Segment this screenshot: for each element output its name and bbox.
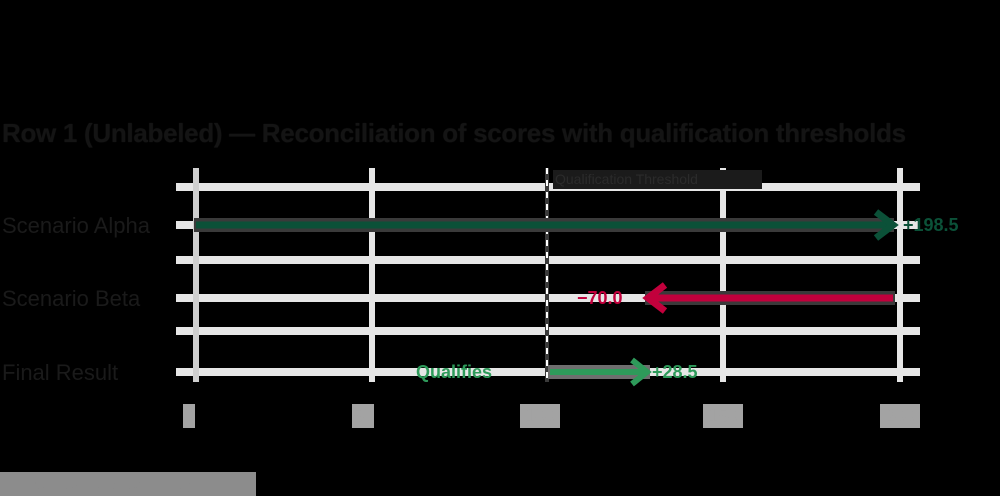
arrow-row-2	[642, 282, 895, 314]
status-label-qualifies: Qualifies	[416, 362, 493, 382]
arrow-row-3	[548, 357, 652, 387]
x-tick-150: 150	[703, 404, 743, 428]
threshold-label: Qualification Threshold	[553, 170, 762, 189]
row-label-1: Scenario Alpha	[2, 213, 150, 238]
x-tick-50: 50	[352, 404, 374, 428]
chart-title: Row 1 (Unlabeled) — Reconciliation of sc…	[2, 118, 906, 148]
value-label-row-1: +198.5	[903, 215, 959, 235]
row-label-2: Scenario Beta	[2, 286, 141, 311]
source-footer: Source: Data obscured in image	[0, 472, 256, 496]
x-tick-200: 200	[880, 404, 920, 428]
x-tick-100: 100	[520, 404, 560, 428]
x-tick-0: 0	[183, 404, 195, 428]
row-label-3: Final Result	[2, 360, 119, 385]
value-label-row-3: +28.5	[652, 362, 698, 382]
arrow-row-1	[194, 209, 899, 241]
value-label-row-2: −70.0	[577, 288, 623, 308]
vertical-gridlines	[193, 168, 903, 382]
